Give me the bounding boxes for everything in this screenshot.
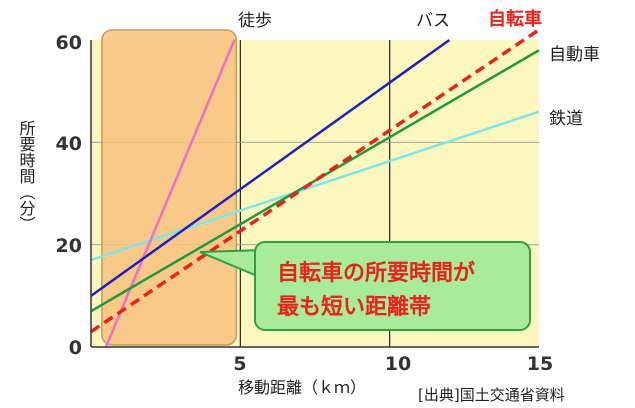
- x-tick-label: 5: [233, 353, 246, 375]
- highlight-range: [101, 29, 238, 346]
- series-line-rail: [90, 110, 540, 262]
- series-label-walk: 徒歩: [238, 11, 272, 31]
- series-line-bicycle: [90, 28, 540, 334]
- series-lines: [90, 28, 540, 348]
- series-line-bus: [90, 38, 451, 297]
- y-tick-label: 60: [56, 32, 82, 54]
- series-line-walk: [104, 39, 236, 348]
- x-tick-label: 15: [527, 353, 553, 375]
- y-tick-label: 0: [69, 337, 82, 359]
- callout-box: [254, 241, 531, 331]
- y-tick-label: 40: [56, 133, 82, 155]
- callout-text-line1: 自転車の所要時間が: [277, 260, 475, 286]
- source-note: [出典]国土交通省資料: [418, 386, 565, 404]
- series-label-bicycle: 自転車: [488, 8, 542, 30]
- series-label-car: 自動車: [549, 45, 600, 65]
- callout-text-line2: 最も短い距離帯: [277, 294, 431, 320]
- series-line-car: [90, 49, 540, 313]
- series-label-rail: 鉄道: [549, 109, 583, 129]
- series-label-bus: バス: [416, 11, 450, 31]
- x-tick-label: 10: [385, 353, 411, 375]
- x-axis-label: 移動距離（ｋｍ）: [238, 378, 366, 397]
- y-tick-label: 20: [56, 235, 82, 257]
- y-axis-label: 所要時間（分）: [17, 120, 36, 232]
